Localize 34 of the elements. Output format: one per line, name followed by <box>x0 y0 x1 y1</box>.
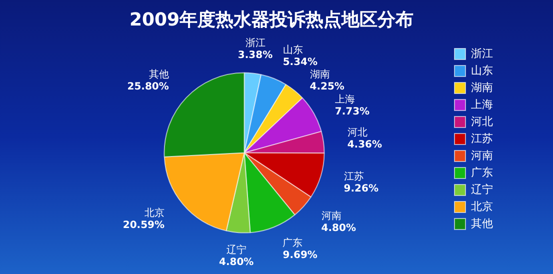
legend-label: 辽宁 <box>471 182 493 196</box>
slice-label: 山东 <box>282 44 303 56</box>
legend-label: 河北 <box>471 114 493 128</box>
legend-label: 其他 <box>471 216 493 230</box>
data-label: 4.80% <box>219 257 254 268</box>
chart-title: 2009年度热水器投诉热点地区分布 <box>129 9 414 30</box>
legend-label: 浙江 <box>471 46 493 60</box>
data-label: 9.69% <box>282 250 318 262</box>
data-label: 4.25% <box>310 82 344 93</box>
slice-label: 河北 <box>347 126 368 139</box>
slice-label: 江苏 <box>344 170 364 183</box>
slice-label: 其他 <box>148 68 169 81</box>
slice-label: 北京 <box>144 207 165 220</box>
slice-label: 上海 <box>334 93 355 106</box>
legend-label: 山东 <box>471 64 493 77</box>
legend-label: 湖南 <box>471 80 493 94</box>
slice-label: 湖南 <box>310 68 330 81</box>
data-label: 20.59% <box>122 220 165 232</box>
data-label: 4.80% <box>321 223 356 234</box>
slice-label: 广东 <box>282 237 303 250</box>
data-label: 4.36% <box>347 140 382 151</box>
data-label: 3.38% <box>238 50 273 61</box>
data-label: 5.34% <box>282 56 318 68</box>
slice-label: 浙江 <box>245 36 266 49</box>
slice-label: 河南 <box>321 210 342 222</box>
legend-label: 江苏 <box>471 132 493 145</box>
legend-label: 河南 <box>471 148 493 162</box>
slice-label: 辽宁 <box>226 244 246 256</box>
legend-label: 广东 <box>471 166 493 179</box>
data-label: 7.73% <box>334 106 370 118</box>
data-label: 25.80% <box>127 82 169 93</box>
legend-label: 北京 <box>471 200 493 213</box>
data-label: 9.26% <box>344 184 378 195</box>
legend-label: 上海 <box>471 98 493 111</box>
